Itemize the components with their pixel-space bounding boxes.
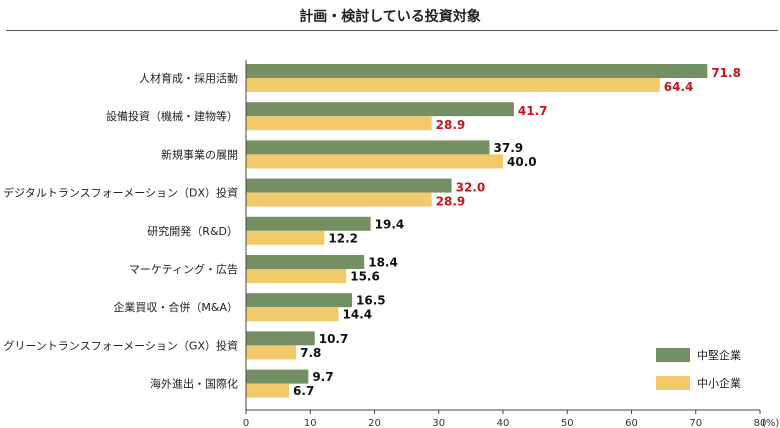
chart-title: 計画・検討している投資対象 (299, 9, 481, 25)
value-label: 41.7 (518, 104, 548, 118)
bar-chusho (246, 345, 297, 360)
value-label: 71.8 (711, 66, 741, 80)
x-tick-label: 40 (497, 418, 510, 428)
x-tick-label: 20 (368, 418, 381, 428)
bar-chuken (246, 369, 309, 384)
x-axis: 0 10 20 30 40 50 60 70 80(%) (243, 60, 779, 428)
value-label: 37.9 (494, 141, 524, 155)
legend-label: 中堅企業 (697, 348, 741, 362)
value-label: 9.7 (312, 370, 333, 384)
x-tick-label: 80 (754, 418, 767, 428)
category-label: 新規事業の展開 (161, 147, 238, 161)
value-label: 16.5 (356, 294, 386, 308)
bar-chusho (246, 116, 432, 131)
value-label: 12.2 (328, 231, 358, 245)
category-label: 海外進出・国際化 (150, 377, 238, 391)
value-label: 40.0 (507, 155, 537, 169)
x-axis-unit: (%) (762, 418, 779, 428)
bar-chuken (246, 331, 315, 346)
x-tick-label: 30 (432, 418, 445, 428)
bar-chusho (246, 383, 290, 398)
category-label: グリーントランスフォーメーション（GX）投資 (3, 338, 238, 352)
value-label: 64.4 (664, 80, 694, 94)
bars (246, 64, 708, 398)
x-tick-label: 70 (689, 418, 702, 428)
bar-chuken (246, 216, 371, 231)
value-label: 18.4 (368, 256, 398, 270)
legend-swatch (656, 376, 690, 390)
value-label: 28.9 (436, 195, 466, 209)
value-label: 28.9 (436, 118, 466, 132)
bar-chuken (246, 64, 708, 78)
x-tick-label: 10 (304, 418, 317, 428)
x-tick-label: 60 (625, 418, 638, 428)
value-label: 7.8 (300, 346, 321, 360)
bar-chuken (246, 255, 365, 269)
value-label: 15.6 (350, 270, 380, 284)
bar-chuken (246, 102, 514, 117)
value-labels: 71.864.441.728.937.940.032.028.919.412.2… (293, 66, 741, 398)
category-label: 人材育成・採用活動 (139, 71, 238, 85)
bar-chusho (246, 78, 660, 92)
value-label: 14.4 (343, 308, 373, 322)
legend-label: 中小企業 (697, 376, 741, 390)
bar-chuken (246, 140, 490, 155)
value-label: 10.7 (319, 332, 349, 346)
bar-chusho (246, 307, 339, 322)
x-tick-label: 50 (561, 418, 574, 428)
bar-chusho (246, 192, 432, 207)
x-tick-label: 0 (243, 418, 249, 428)
category-label: マーケティング・広告 (129, 262, 238, 276)
value-label: 6.7 (293, 384, 314, 398)
title-divider (6, 30, 778, 31)
bar-chusho (246, 269, 347, 283)
bar-chusho (246, 230, 325, 245)
category-label: 研究開発（R&D） (147, 224, 238, 238)
category-label: デジタルトランスフォーメーション（DX）投資 (3, 186, 238, 200)
value-label: 32.0 (456, 181, 486, 195)
bar-chuken (246, 178, 452, 193)
bar-chuken (246, 293, 353, 308)
category-label: 設備投資（機械・建物等） (106, 109, 238, 123)
legend-swatch (656, 348, 690, 362)
category-label: 企業買収・合併（M&A） (113, 300, 238, 314)
value-label: 19.4 (375, 217, 405, 231)
bar-chusho (246, 154, 503, 169)
